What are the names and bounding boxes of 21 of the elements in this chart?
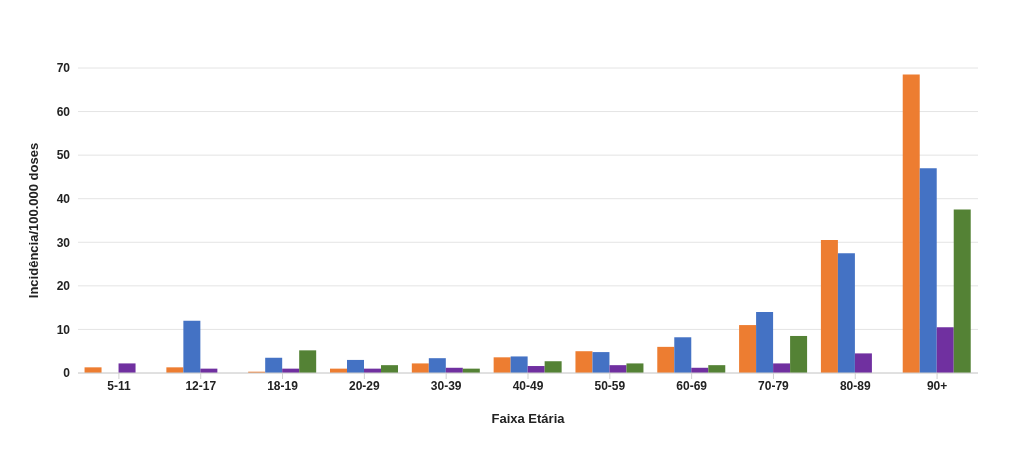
x-tick-label: 12-17 xyxy=(185,378,217,393)
y-tick-label: 0 xyxy=(63,366,71,381)
x-tick-label: 5-11 xyxy=(107,378,131,393)
x-tick-label: 30-39 xyxy=(430,378,462,393)
y-tick-label: 40 xyxy=(56,191,71,206)
y-tick-label: 20 xyxy=(56,279,71,294)
y-tick-label: 50 xyxy=(56,148,71,163)
x-tick-label: 18-19 xyxy=(267,378,299,393)
x-tick-label: 20-29 xyxy=(349,378,381,393)
x-tick-label: 40-49 xyxy=(512,378,544,393)
y-tick-label: 10 xyxy=(56,322,71,337)
y-tick-label: 70 xyxy=(56,61,71,76)
x-tick-label: 60-69 xyxy=(676,378,708,393)
x-tick-label: 50-59 xyxy=(594,378,626,393)
y-tick-label: 30 xyxy=(56,235,71,250)
y-tick-label: 60 xyxy=(56,104,71,119)
x-tick-label: 80-89 xyxy=(839,378,871,393)
x-tick-label: 90+ xyxy=(926,378,948,393)
x-axis-title: Faixa Etária xyxy=(491,411,566,426)
x-tick-label: 70-79 xyxy=(758,378,790,393)
y-axis-title: Incidência/100.000 doses xyxy=(25,142,41,299)
